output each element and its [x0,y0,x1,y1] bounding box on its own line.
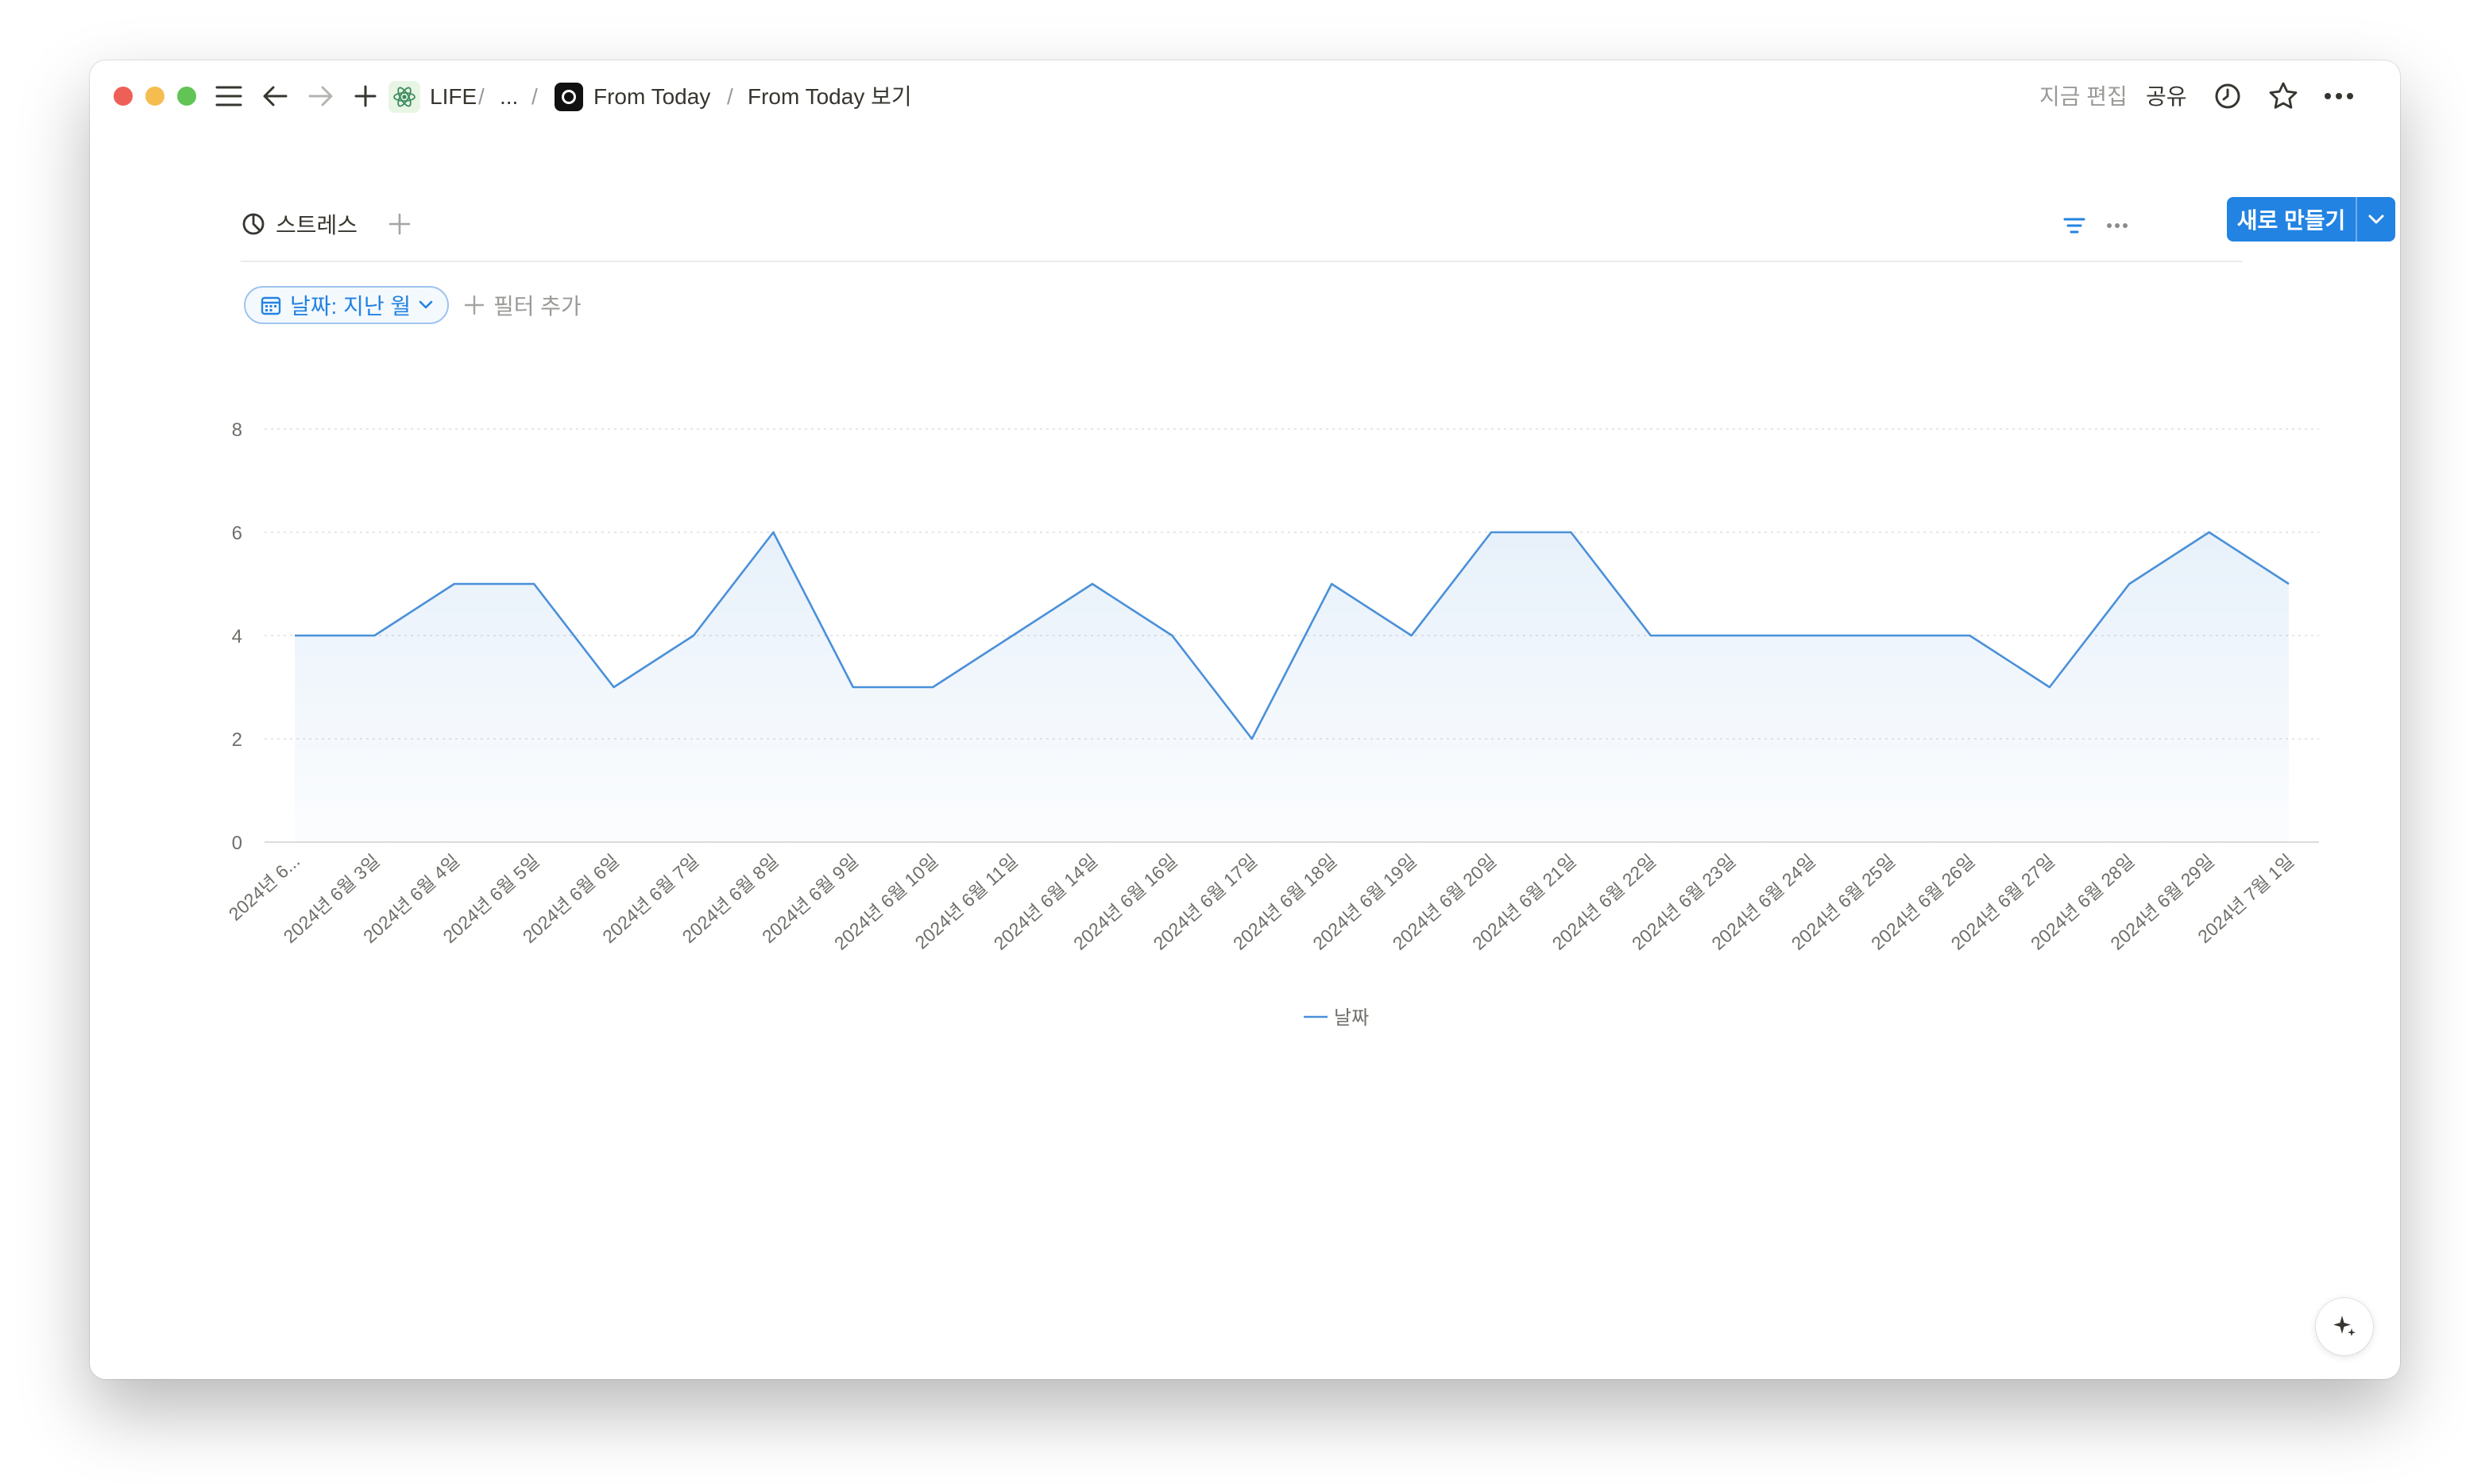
data-point [1809,635,1811,637]
view-header: 스트레스 새로 만들기 [241,197,2395,262]
breadcrumb-separator: / [727,84,733,109]
chevron-down-icon [419,300,433,309]
page-icon [555,83,583,111]
date-filter-chip[interactable]: 날짜: 지난 월 [244,286,450,324]
data-point [772,531,775,534]
date-filter-label: 날짜: 지난 월 [290,294,412,319]
data-point [453,583,455,585]
data-point [693,635,695,637]
data-point [373,635,376,637]
chevron-down-icon[interactable] [2357,214,2395,225]
data-point [533,583,535,585]
react-atom-icon [388,81,420,113]
app-window: LIFE / ... / From Today / From Today 보기 … [90,60,2400,1379]
clock-icon[interactable] [2209,78,2246,114]
breadcrumb-separator: / [531,84,538,109]
menu-icon[interactable] [211,78,247,114]
y-tick-label: 4 [232,626,242,647]
breadcrumb-view[interactable]: From Today 보기 [748,84,912,109]
y-tick-label: 8 [232,419,242,441]
data-point [1649,635,1652,637]
data-point [932,686,934,689]
breadcrumb-page[interactable]: From Today [593,84,711,109]
add-filter-label: 필터 추가 [493,294,582,319]
forward-arrow-icon[interactable] [303,78,339,114]
data-point [613,686,615,689]
series-line [295,531,2290,740]
breadcrumb-ellipsis[interactable]: ... [500,84,519,109]
legend-label: 날짜 [1334,1007,1369,1029]
star-icon[interactable] [2265,78,2302,114]
breadcrumb-workspace[interactable]: LIFE [430,84,477,109]
edited-status: 지금 편집 [2039,84,2128,109]
data-point [2208,531,2210,534]
add-view-plus-icon[interactable] [385,210,414,238]
data-point [1011,635,1014,637]
new-button-label: 새로 만들기 [2236,208,2346,233]
data-point [2288,583,2290,585]
sparkle-icon [2333,1316,2356,1336]
new-page-plus-icon[interactable] [347,78,384,114]
data-point [2128,583,2131,585]
series-area [295,532,2289,842]
data-point [852,686,854,689]
data-point [2048,686,2050,689]
close-window-button[interactable] [114,87,133,106]
data-point [1889,635,1892,637]
calendar-icon [261,296,281,315]
breadcrumb-separator: / [478,84,485,109]
y-tick-label: 6 [232,523,242,544]
data-point [1171,635,1173,637]
data-point [1092,583,1094,585]
chart-pie-icon [242,213,265,235]
minimize-window-button[interactable] [145,87,164,106]
zoom-window-button[interactable] [177,87,196,106]
data-point [1410,635,1413,637]
view-tab-stress[interactable]: 스트레스 [241,203,358,245]
data-point [1250,738,1253,740]
more-horizontal-icon[interactable] [2321,78,2357,114]
data-point [1969,635,1971,637]
data-point [294,635,296,637]
share-button[interactable]: 공유 [2146,84,2187,109]
line-chart: 0 2 4 6 8 2024년 6... 2024년 6월 3일 2024년 6월 4일 202… [225,394,2322,1045]
back-arrow-icon[interactable] [257,78,293,114]
title-bar: LIFE / ... / From Today / From Today 보기 … [90,60,2400,133]
ai-assistant-button[interactable] [2316,1298,2373,1355]
new-button[interactable]: 새로 만들기 [2227,197,2395,242]
data-point [1570,531,1572,534]
x-tick-label: 2024년 6... [225,850,303,924]
new-button-divider [2356,197,2357,242]
filter-icon[interactable] [2060,211,2089,240]
add-filter-button[interactable]: 필터 추가 [463,286,582,324]
y-tick-label: 0 [232,833,242,854]
plus-icon [464,295,485,315]
data-point [1331,583,1333,585]
data-point [1490,531,1493,534]
y-tick-label: 2 [232,729,242,751]
view-more-icon[interactable] [2101,211,2133,240]
view-tab-label: 스트레스 [276,213,358,238]
data-point [1730,635,1732,637]
